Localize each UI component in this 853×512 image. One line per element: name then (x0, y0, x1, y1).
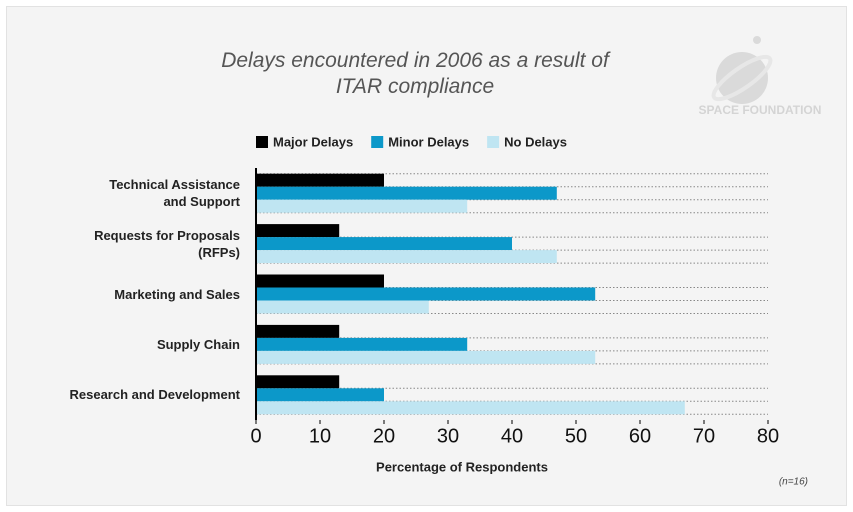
bar (256, 199, 468, 213)
bar (256, 375, 340, 389)
logo-orbit (711, 54, 773, 102)
logo-globe (716, 52, 768, 104)
logo-text: SPACE FOUNDATION (699, 103, 822, 117)
legend-label: No Delays (504, 134, 567, 149)
y-tick-label: Research and Development (69, 387, 240, 403)
note: (n=16) (779, 477, 808, 488)
bar (256, 287, 596, 301)
bar (256, 388, 384, 402)
bar (256, 224, 340, 238)
bar (256, 237, 512, 251)
y-tick-label: Supply Chain (156, 336, 240, 352)
chart-title: Delays encountered in 2006 as a result o… (221, 49, 609, 98)
x-tick-label: 0 (250, 425, 261, 447)
bar (256, 401, 685, 415)
legend-swatch (256, 136, 268, 148)
legend-swatch (371, 136, 384, 148)
y-tick-label: Technical Assistance and Support (109, 177, 240, 210)
x-tick-label: 30 (437, 425, 459, 447)
x-tick-label: 40 (501, 425, 523, 447)
x-tick-label: 50 (565, 425, 587, 447)
bar (256, 350, 596, 364)
bar (256, 274, 384, 288)
bar (256, 186, 557, 200)
x-tick-label: 70 (693, 425, 715, 447)
x-tick-label: 60 (629, 425, 651, 447)
bar (256, 173, 384, 187)
bar (256, 250, 557, 264)
x-axis-label: Percentage of Respondents (376, 459, 548, 474)
logo (711, 36, 773, 104)
legend-swatch (487, 136, 500, 148)
legend-label: Major Delays (273, 134, 353, 149)
x-tick-label: 80 (757, 425, 779, 447)
y-tick-label: Marketing and Sales (114, 286, 240, 302)
x-tick-label: 20 (373, 425, 395, 447)
logo-moon (753, 36, 761, 44)
bar (256, 300, 429, 314)
bar (256, 337, 468, 351)
legend-label: Minor Delays (388, 134, 469, 149)
bar (256, 324, 340, 338)
x-tick-label: 10 (309, 425, 331, 447)
y-tick-label: Requests for Proposals (RFPs) (94, 227, 240, 260)
